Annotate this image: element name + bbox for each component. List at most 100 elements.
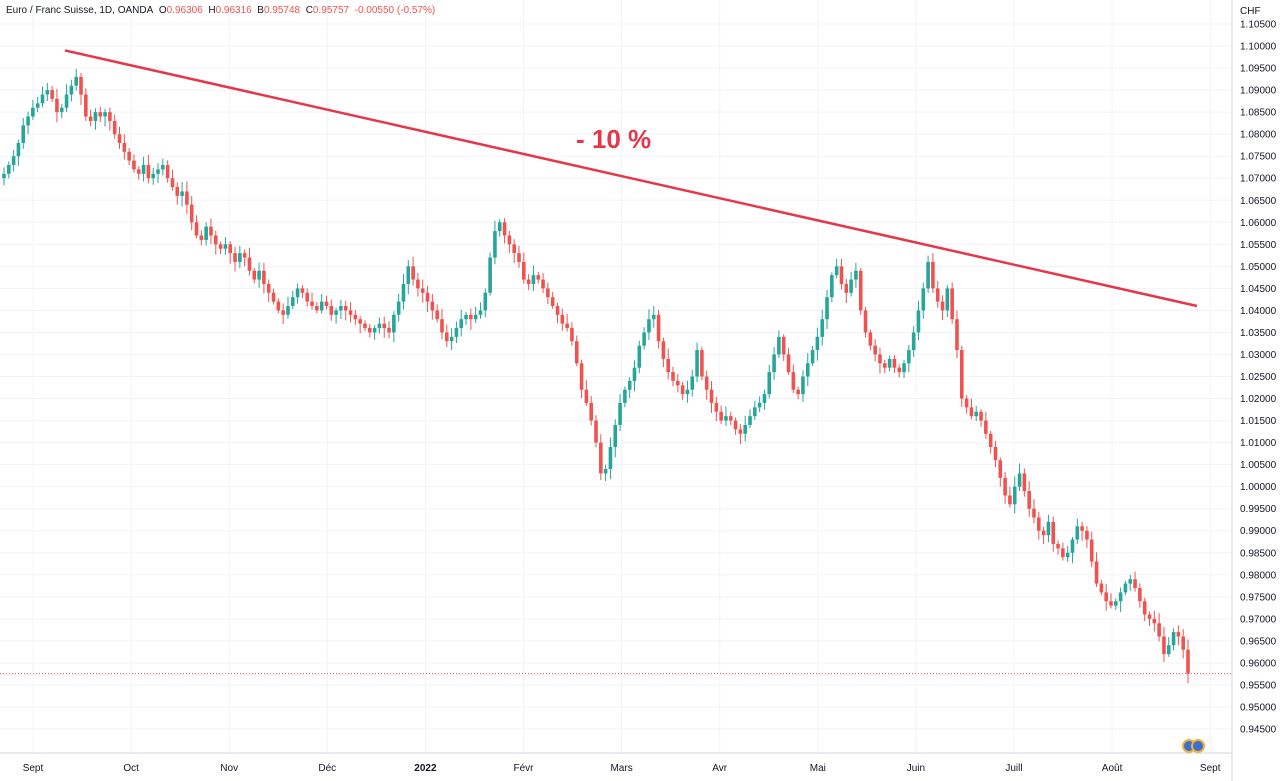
- candle[interactable]: [704, 370, 709, 400]
- candle[interactable]: [993, 440, 998, 468]
- candle[interactable]: [594, 415, 598, 448]
- candle[interactable]: [392, 311, 396, 343]
- candle[interactable]: [252, 267, 257, 284]
- candle[interactable]: [387, 321, 391, 339]
- candle[interactable]: [786, 348, 791, 375]
- candle[interactable]: [550, 291, 555, 309]
- candle[interactable]: [632, 360, 637, 392]
- candle[interactable]: [1080, 521, 1084, 541]
- candle[interactable]: [647, 309, 651, 340]
- candle[interactable]: [40, 86, 45, 108]
- candle[interactable]: [401, 274, 406, 310]
- candle[interactable]: [213, 230, 218, 255]
- candle[interactable]: [290, 290, 295, 310]
- candle[interactable]: [132, 154, 136, 173]
- candle[interactable]: [194, 215, 199, 239]
- candle[interactable]: [724, 406, 728, 426]
- candle[interactable]: [1070, 536, 1075, 564]
- candle[interactable]: [74, 68, 78, 91]
- candle[interactable]: [733, 417, 738, 435]
- candle[interactable]: [1133, 571, 1137, 592]
- candle[interactable]: [1003, 471, 1007, 504]
- candle[interactable]: [868, 329, 873, 351]
- candle[interactable]: [815, 327, 820, 361]
- candle[interactable]: [180, 181, 184, 207]
- candle[interactable]: [16, 139, 21, 166]
- candle[interactable]: [112, 114, 117, 139]
- price-axis[interactable]: CHF 1.10500 1.10000 1.09500 1.09000 1.08500 1…: [1240, 6, 1277, 736]
- candle[interactable]: [1051, 516, 1056, 552]
- candle[interactable]: [969, 398, 974, 420]
- candle[interactable]: [892, 355, 897, 373]
- candle[interactable]: [175, 182, 180, 205]
- candle[interactable]: [84, 88, 88, 122]
- candle[interactable]: [1046, 514, 1051, 543]
- candle[interactable]: [1061, 542, 1065, 561]
- candle[interactable]: [7, 161, 11, 179]
- candle[interactable]: [998, 457, 1003, 487]
- candle[interactable]: [26, 111, 30, 135]
- candle[interactable]: [406, 260, 411, 295]
- candle[interactable]: [1008, 486, 1012, 508]
- candle[interactable]: [59, 104, 64, 119]
- candle[interactable]: [897, 364, 902, 378]
- candle[interactable]: [507, 231, 512, 253]
- candle[interactable]: [728, 411, 733, 426]
- candle[interactable]: [546, 282, 550, 304]
- candle[interactable]: [1085, 526, 1089, 548]
- candle[interactable]: [55, 88, 59, 123]
- candle[interactable]: [830, 272, 834, 303]
- candle[interactable]: [1056, 540, 1060, 555]
- candle[interactable]: [748, 409, 752, 429]
- candle[interactable]: [849, 272, 853, 297]
- candle[interactable]: [1017, 463, 1022, 492]
- candle[interactable]: [810, 346, 815, 366]
- candle[interactable]: [743, 415, 748, 442]
- candle[interactable]: [242, 249, 247, 267]
- candle[interactable]: [1022, 468, 1027, 497]
- candle[interactable]: [502, 218, 507, 244]
- candle[interactable]: [377, 317, 382, 334]
- candle[interactable]: [64, 84, 69, 112]
- candle[interactable]: [613, 419, 618, 458]
- candle[interactable]: [651, 305, 656, 328]
- candle[interactable]: [1041, 526, 1046, 545]
- candle[interactable]: [854, 262, 858, 288]
- candle[interactable]: [560, 308, 565, 331]
- candle[interactable]: [459, 309, 464, 337]
- candle[interactable]: [536, 271, 541, 284]
- candle[interactable]: [353, 310, 358, 325]
- candle[interactable]: [165, 160, 170, 183]
- candle[interactable]: [310, 292, 314, 310]
- candle[interactable]: [517, 245, 521, 268]
- candle[interactable]: [156, 163, 160, 184]
- candle[interactable]: [444, 324, 449, 347]
- candle[interactable]: [796, 386, 800, 400]
- candle[interactable]: [1181, 629, 1185, 659]
- candle[interactable]: [420, 279, 425, 303]
- candle[interactable]: [584, 380, 589, 406]
- candle[interactable]: [1142, 597, 1147, 622]
- candle[interactable]: [247, 247, 252, 276]
- candle[interactable]: [671, 366, 675, 387]
- candle[interactable]: [464, 311, 468, 325]
- candle[interactable]: [1123, 580, 1128, 596]
- candle[interactable]: [1157, 613, 1161, 642]
- candle[interactable]: [454, 321, 459, 344]
- candle[interactable]: [1138, 583, 1142, 608]
- candle[interactable]: [45, 83, 50, 102]
- candle[interactable]: [276, 298, 281, 314]
- candle[interactable]: [781, 334, 786, 361]
- candle[interactable]: [185, 181, 189, 215]
- candle[interactable]: [136, 166, 141, 180]
- candle[interactable]: [753, 401, 757, 421]
- candle[interactable]: [98, 106, 103, 122]
- candle[interactable]: [334, 307, 338, 324]
- candle[interactable]: [488, 252, 492, 296]
- candle[interactable]: [887, 355, 892, 372]
- candle[interactable]: [473, 306, 478, 324]
- candle[interactable]: [1012, 476, 1017, 514]
- candle[interactable]: [372, 325, 377, 340]
- candle[interactable]: [435, 304, 439, 323]
- candle[interactable]: [416, 272, 420, 297]
